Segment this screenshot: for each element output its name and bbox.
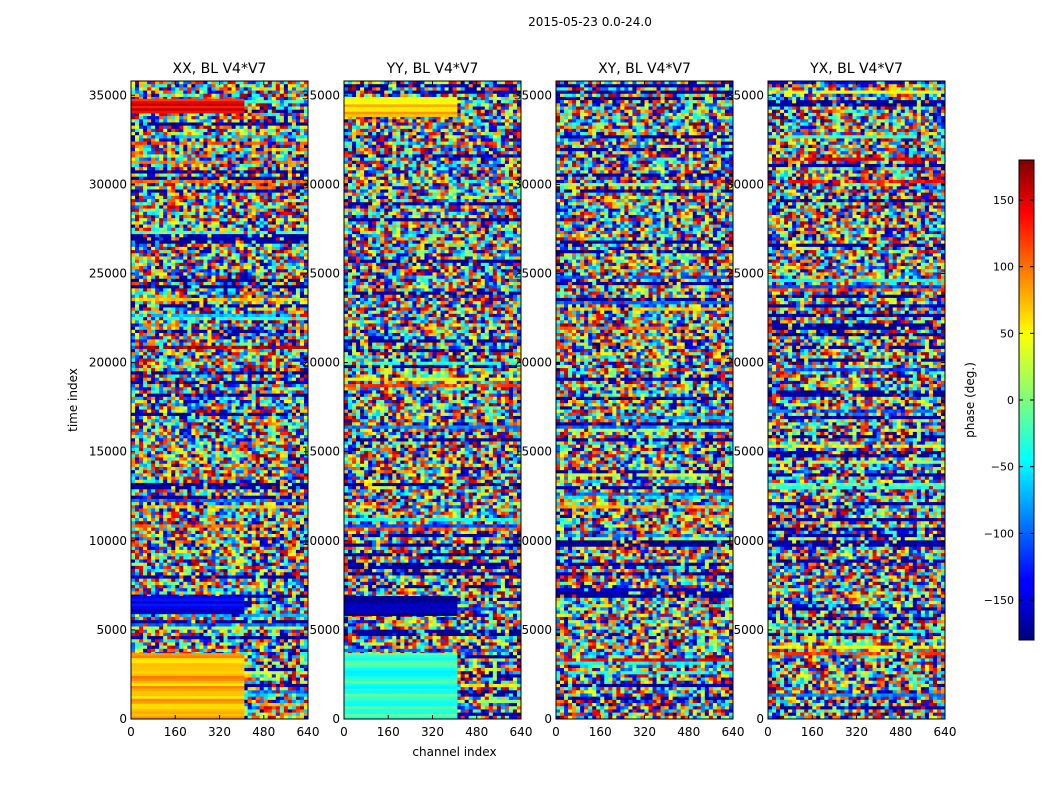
y-tick-label: 5000 [521,623,552,637]
colorbar-tick-label: −50 [991,461,1014,474]
y-tick-label: 35000 [514,88,552,102]
x-tick-label: 640 [722,725,745,739]
colorbar-tick-label: 0 [1007,394,1014,407]
y-tick-label: 0 [544,712,552,726]
x-tick-label: 640 [510,725,533,739]
y-tick-label: 10000 [89,534,127,548]
colorbar: 150 100 50 0 −50 −100 −150 phase (deg.) [963,160,1034,640]
y-tick-label: 35000 [726,88,764,102]
panels: XX, BL V4*V7 0 160 320 480 640 0 5000 10000 15000… [66,61,956,759]
coherent-band-xx-1 [131,596,244,614]
x-tick-label: 0 [127,725,135,739]
heatmap-image-yy [344,81,521,719]
y-tick-label: 15000 [514,445,552,459]
figure: 2015-05-23 0.0-24.0 XX, BL V4*V7 0 160 320 4… [0,0,1050,800]
x-tick-label: 480 [465,725,488,739]
y-tick-label: 20000 [514,356,552,370]
x-tick-label: 320 [845,725,868,739]
y-tick-label: 30000 [89,177,127,191]
y-tick-label: 35000 [302,88,340,102]
x-tick-label: 320 [421,725,444,739]
y-tick-label: 25000 [89,266,127,280]
coherent-band-yy-1 [344,596,457,616]
y-tick-label: 5000 [733,623,764,637]
y-tick-label: 0 [332,712,340,726]
panel-title-xx: XX, BL V4*V7 [173,61,267,77]
panel-xx: XX, BL V4*V7 0 160 320 480 640 0 5000 10000 15000… [66,61,319,739]
colorbar-tick-label: 50 [1000,327,1014,340]
x-tick-label: 320 [633,725,656,739]
y-tick-label: 30000 [726,177,764,191]
x-tick-label: 0 [552,725,560,739]
y-tick-label: 10000 [514,534,552,548]
panel-yx: YX, BL V4*V7 0 160 320 480 640 0 5000 10000 15000… [726,61,957,739]
colorbar-label: phase (deg.) [963,362,977,438]
y-tick-label: 20000 [726,356,764,370]
y-tick-label: 5000 [309,623,340,637]
y-tick-label: 25000 [726,266,764,280]
y-tick-label: 10000 [302,534,340,548]
colorbar-tick-label: −100 [984,527,1014,540]
y-axis-label: time index [66,368,80,432]
x-tick-label: 480 [677,725,700,739]
coherent-band-yy-2 [344,97,457,117]
colorbar-tick-label: −150 [984,594,1014,607]
heatmap-image-yx [768,81,945,719]
x-tick-label: 160 [164,725,187,739]
y-tick-label: 10000 [726,534,764,548]
panel-title-yy: YY, BL V4*V7 [386,61,479,77]
y-tick-label: 20000 [302,356,340,370]
y-tick-label: 20000 [89,356,127,370]
x-tick-label: 0 [340,725,348,739]
x-tick-label: 480 [252,725,275,739]
y-tick-label: 0 [119,712,127,726]
panel-title-xy: XY, BL V4*V7 [598,61,691,77]
colorbar-tick-label: 100 [993,261,1014,274]
y-tick-label: 5000 [96,623,127,637]
y-tick-label: 25000 [514,266,552,280]
x-tick-label: 0 [764,725,772,739]
x-tick-label: 480 [889,725,912,739]
y-tick-label: 30000 [514,177,552,191]
colorbar-tick-label: 150 [993,194,1014,207]
y-tick-label: 25000 [302,266,340,280]
x-tick-label: 320 [208,725,231,739]
y-tick-label: 30000 [302,177,340,191]
x-axis-label: channel index [412,745,496,759]
y-tick-label: 35000 [89,88,127,102]
y-tick-label: 15000 [302,445,340,459]
y-tick-label: 0 [756,712,764,726]
heatmap-image-xx [131,81,308,719]
x-tick-label: 160 [801,725,824,739]
y-tick-label: 15000 [726,445,764,459]
coherent-band-xx-2 [131,99,244,114]
x-tick-label: 160 [377,725,400,739]
coherent-band-xx-0 [131,653,244,719]
panel-xy: XY, BL V4*V7 0 160 320 480 640 0 5000 10000 15000… [514,61,745,739]
coherent-band-yy-0 [344,653,457,719]
figure-suptitle: 2015-05-23 0.0-24.0 [528,15,652,29]
x-tick-label: 160 [589,725,612,739]
heatmap-image-xy [556,81,733,719]
y-tick-label: 15000 [89,445,127,459]
panel-title-yx: YX, BL V4*V7 [809,61,903,77]
x-tick-label: 640 [297,725,320,739]
panel-yy: YY, BL V4*V7 0 160 320 480 640 0 5000 10000 15000… [302,61,533,759]
x-tick-label: 640 [934,725,957,739]
